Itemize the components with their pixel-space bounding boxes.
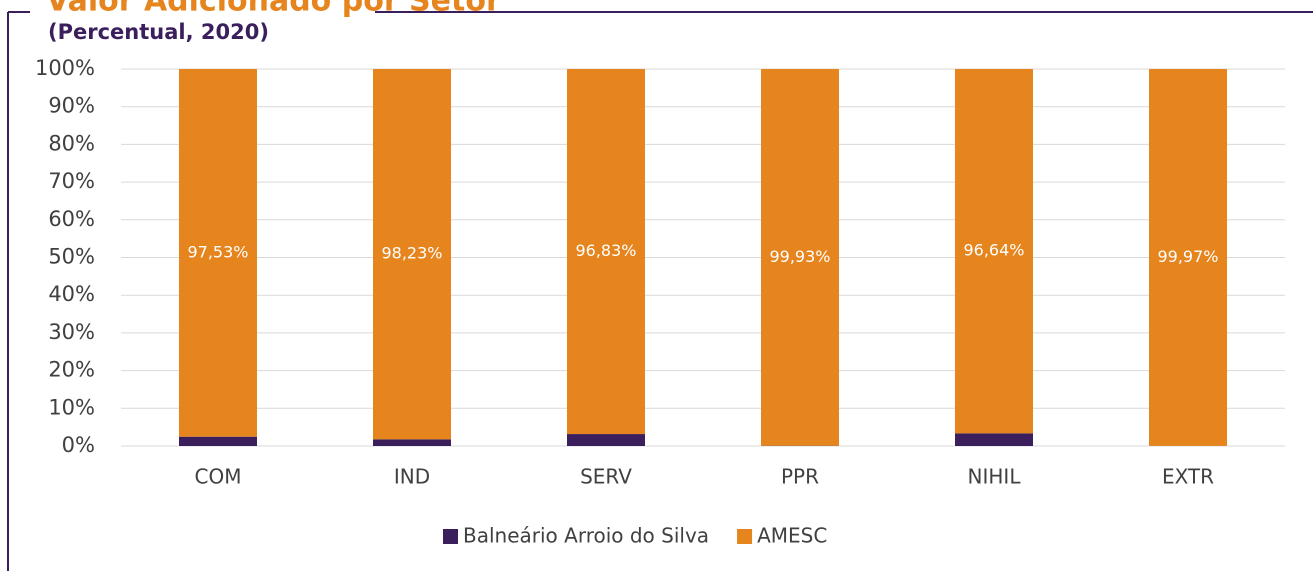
- y-tick-label: 80%: [48, 131, 95, 155]
- bar-segment: [955, 69, 1033, 434]
- legend-label: Balneário Arroio do Silva: [463, 524, 709, 548]
- x-tick-label: NIHIL: [968, 465, 1022, 489]
- bar-segment: [567, 434, 645, 446]
- bar-segment: [179, 436, 257, 446]
- bar-segment: [373, 69, 451, 440]
- bar-segment: [567, 69, 645, 435]
- bar-segment: [955, 433, 1033, 446]
- data-label: 99,97%: [1157, 247, 1218, 266]
- data-label: 99,93%: [769, 247, 830, 266]
- y-tick-label: 30%: [48, 320, 95, 344]
- y-tick-label: 40%: [48, 282, 95, 306]
- y-tick-label: 10%: [48, 395, 95, 419]
- y-tick-label: 60%: [48, 207, 95, 231]
- data-label: 96,83%: [575, 241, 636, 260]
- bar-segment: [761, 69, 839, 446]
- y-tick-label: 90%: [48, 94, 95, 118]
- data-label: 96,64%: [963, 241, 1024, 260]
- data-label: 98,23%: [381, 244, 442, 263]
- bar-segment: [179, 69, 257, 437]
- x-tick-label: PPR: [781, 465, 819, 489]
- y-tick-label: 70%: [48, 169, 95, 193]
- bar-segment: [1149, 69, 1227, 446]
- x-tick-label: EXTR: [1162, 465, 1214, 489]
- chart-subtitle: (Percentual, 2020): [48, 20, 269, 44]
- y-tick-label: 0%: [62, 433, 95, 457]
- y-tick-label: 100%: [35, 56, 95, 80]
- x-tick-label: SERV: [580, 465, 632, 489]
- chart-title: Valor Adicionado por Setor: [46, 0, 501, 19]
- legend-swatch: [443, 529, 458, 544]
- x-tick-label: IND: [394, 465, 430, 489]
- y-tick-label: 20%: [48, 358, 95, 382]
- x-tick-label: COM: [195, 465, 242, 489]
- legend-label: AMESC: [757, 524, 827, 548]
- bar-segment: [373, 439, 451, 446]
- y-tick-label: 50%: [48, 245, 95, 269]
- legend-swatch: [737, 529, 753, 544]
- data-label: 97,53%: [187, 242, 248, 261]
